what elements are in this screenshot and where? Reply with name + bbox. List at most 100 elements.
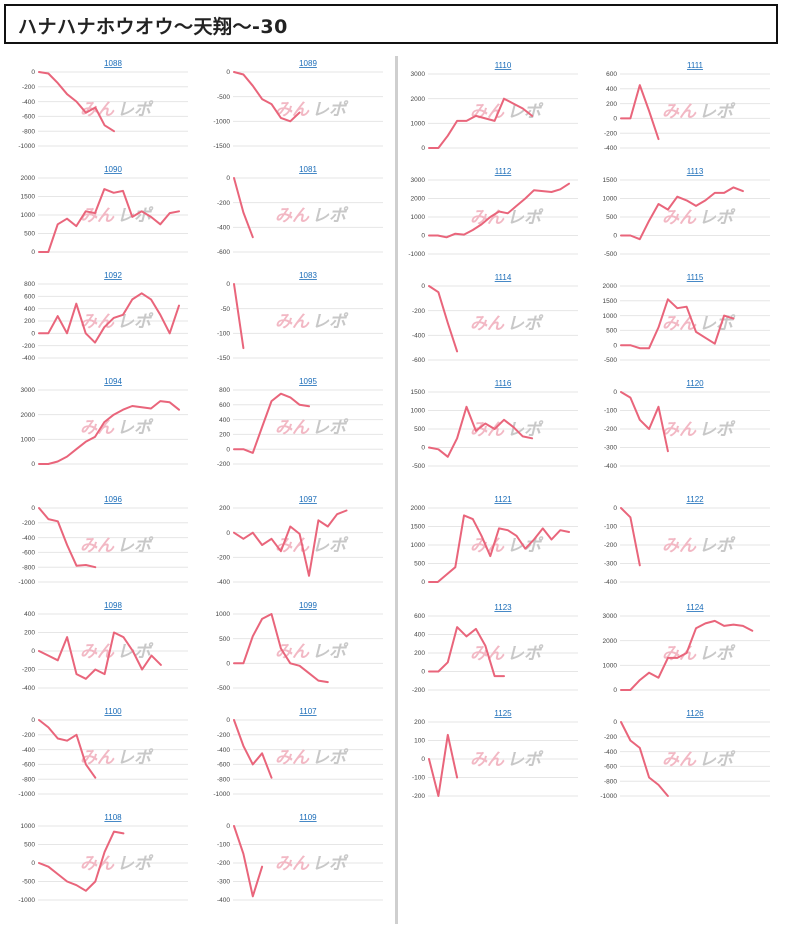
machine-number-link[interactable]: 1097	[299, 495, 317, 504]
machine-number-link[interactable]: 1098	[104, 601, 122, 610]
slump-chart-1108: 1108 1000 500 0 -500 -1000 みん レポ	[8, 812, 198, 908]
machine-number-link[interactable]: 1094	[104, 377, 122, 386]
chart-svg: 1100 0 -200 -400 -600 -800 -1000 みん レポ	[18, 707, 188, 798]
chart-svg: 1126 0 -200 -400 -600 -800 -1000 みん レポ	[600, 709, 770, 800]
series-line	[620, 391, 669, 453]
chart-plot: 1126 0 -200 -400 -600 -800 -1000 みん レポ	[600, 709, 770, 800]
machine-number-link[interactable]: 1115	[687, 273, 704, 282]
watermark-part2: レポ	[699, 102, 736, 122]
machine-number-link[interactable]: 1110	[495, 61, 512, 70]
machine-number-link[interactable]: 1088	[104, 59, 122, 68]
machine-number-link[interactable]: 1126	[686, 709, 704, 718]
series-line	[38, 400, 180, 465]
watermark-part2: レポ	[117, 100, 154, 120]
y-tick-label: 0	[226, 661, 230, 668]
machine-number-link[interactable]: 1109	[299, 813, 317, 822]
watermark-part1: みん	[275, 642, 310, 662]
y-tick-label: 1000	[603, 196, 618, 203]
y-tick-label: -1500	[213, 143, 230, 150]
y-tick-label: 200	[219, 505, 230, 512]
watermark-logo: みん レポ	[80, 748, 154, 768]
series-line	[233, 509, 348, 577]
machine-number-link[interactable]: 1111	[687, 61, 704, 70]
y-tick-label: 2000	[21, 175, 36, 182]
chart-svg: 1123 600 400 200 0 -200 みん レポ	[412, 603, 578, 694]
series-line	[233, 71, 301, 123]
watermark-logo: みん レポ	[275, 854, 349, 874]
chart-svg: 1096 0 -200 -400 -600 -800 -1000 みん レポ	[18, 495, 188, 586]
watermark-part2: レポ	[117, 418, 154, 438]
slump-chart-1090: 1090 2000 1500 1000 500 0 みん レポ	[8, 164, 198, 260]
machine-number-link[interactable]: 1113	[687, 167, 704, 176]
machine-number-link[interactable]: 1096	[104, 495, 122, 504]
machine-number-link[interactable]: 1083	[299, 271, 317, 280]
y-tick-label: -200	[22, 732, 35, 739]
machine-number-link[interactable]: 1108	[104, 813, 122, 822]
machine-number-link[interactable]: 1124	[686, 603, 704, 612]
y-tick-label: 0	[613, 505, 617, 512]
chart-plot: 1110 3000 2000 1000 0 みん レポ	[411, 61, 578, 152]
chart-svg: 1108 1000 500 0 -500 -1000 みん レポ	[18, 813, 188, 904]
y-tick-label: 1000	[216, 611, 231, 618]
y-tick-label: 500	[606, 214, 617, 221]
chart-svg: 1090 2000 1500 1000 500 0 みん レポ	[21, 165, 188, 256]
machine-number-link[interactable]: 1100	[104, 707, 122, 716]
machine-number-link[interactable]: 1125	[494, 709, 512, 718]
slump-chart-1125: 1125 200 100 0 -100 -200 みん レポ	[398, 708, 588, 804]
series-line	[428, 514, 570, 583]
watermark-part1: みん	[662, 208, 697, 228]
machine-number-link[interactable]: 1116	[495, 379, 512, 388]
machine-number-link[interactable]: 1099	[299, 601, 317, 610]
y-tick-label: -200	[22, 520, 35, 527]
machine-number-link[interactable]: 1123	[494, 603, 512, 612]
y-tick-label: -1000	[18, 791, 35, 798]
slump-chart-1094: 1094 3000 2000 1000 0 みん レポ	[8, 376, 198, 472]
slump-chart-1081: 1081 0 -200 -400 -600 みん レポ	[203, 164, 393, 260]
y-tick-label: -200	[22, 667, 35, 674]
machine-number-link[interactable]: 1122	[686, 495, 704, 504]
watermark-part1: みん	[470, 314, 505, 334]
y-tick-label: 400	[24, 611, 35, 618]
y-tick-label: 500	[24, 842, 35, 849]
watermark-logo: みん レポ	[470, 420, 544, 440]
watermark-logo: みん レポ	[80, 418, 154, 438]
machine-number-link[interactable]: 1120	[686, 379, 704, 388]
machine-number-link[interactable]: 1090	[104, 165, 122, 174]
y-tick-label: 200	[606, 101, 617, 108]
machine-number-link[interactable]: 1092	[104, 271, 122, 280]
y-tick-label: 0	[613, 233, 617, 240]
watermark-part2: レポ	[117, 854, 154, 874]
watermark-part1: みん	[662, 314, 697, 334]
slump-chart-1124: 1124 3000 2000 1000 0 みん レポ	[590, 602, 780, 698]
machine-number-link[interactable]: 1112	[495, 167, 512, 176]
y-tick-label: 400	[219, 417, 230, 424]
y-tick-label: -200	[217, 461, 230, 468]
watermark-part2: レポ	[507, 420, 544, 440]
machine-number-link[interactable]: 1081	[299, 165, 317, 174]
y-tick-label: -1000	[18, 143, 35, 150]
machine-number-link[interactable]: 1121	[494, 495, 512, 504]
series-line	[38, 292, 180, 344]
machine-number-link[interactable]: 1089	[299, 59, 317, 68]
watermark-part1: みん	[80, 854, 115, 874]
chart-svg: 1095 800 600 400 200 0 -200 みん レポ	[217, 377, 383, 468]
y-tick-label: 0	[31, 717, 35, 724]
slump-chart-1100: 1100 0 -200 -400 -600 -800 -1000 みん レポ	[8, 706, 198, 802]
slump-chart-1089: 1089 0 -500 -1000 -1500 みん レポ	[203, 58, 393, 154]
watermark-logo: みん レポ	[470, 314, 544, 334]
chart-plot: 1098 400 200 0 -200 -400 みん レポ	[22, 601, 188, 692]
machine-number-link[interactable]: 1107	[299, 707, 317, 716]
y-tick-label: -400	[217, 747, 230, 754]
y-tick-label: 0	[226, 175, 230, 182]
chart-plot: 1108 1000 500 0 -500 -1000 みん レポ	[18, 813, 188, 904]
watermark-logo: みん レポ	[275, 100, 349, 120]
machine-number-link[interactable]: 1095	[299, 377, 317, 386]
watermark-part1: みん	[80, 642, 115, 662]
chart-plot: 1092 800 600 400 200 0 -200 -400 みん レポ	[22, 271, 188, 362]
y-tick-label: 100	[414, 738, 425, 745]
watermark-part2: レポ	[312, 642, 349, 662]
machine-number-link[interactable]: 1114	[495, 273, 512, 282]
y-tick-label: 600	[24, 294, 35, 301]
series-line	[38, 71, 115, 133]
